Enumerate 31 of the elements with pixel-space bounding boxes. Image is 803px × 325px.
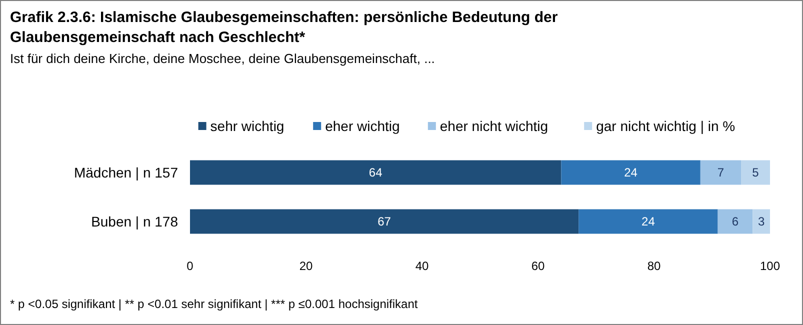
legend-label: eher wichtig xyxy=(325,118,400,134)
text: * p <0.05 signifikant | ** p <0.01 sehr signifikant | *** p ≤0.001 hochsignifikant xyxy=(10,297,418,311)
data-label: 24 xyxy=(624,166,638,180)
x-tick-label: 20 xyxy=(299,259,313,274)
bar xyxy=(190,160,562,185)
bar xyxy=(718,209,753,234)
x-tick-label: 80 xyxy=(647,259,661,274)
x-tick-label: 40 xyxy=(415,259,429,274)
data-label: 5 xyxy=(752,166,760,180)
bar xyxy=(578,209,718,234)
y-tick-label: Mädchen | n 157 xyxy=(74,164,178,180)
data-label: 67 xyxy=(378,214,392,229)
legend-label: gar nicht wichtig | in % xyxy=(596,118,736,134)
data-label: 7 xyxy=(717,166,724,180)
x-tick-label: 60 xyxy=(531,259,545,274)
data-label: 3 xyxy=(758,214,765,229)
data-label: 24 xyxy=(642,214,656,229)
data-label: 64 xyxy=(368,166,383,180)
legend-label: eher nicht wichtig xyxy=(440,118,548,134)
bar xyxy=(190,209,579,234)
legend-label: sehr wichtig xyxy=(210,118,284,134)
bar xyxy=(741,160,770,185)
bar xyxy=(752,209,770,234)
y-tick-label: Buben | n 178 xyxy=(91,213,178,230)
x-tick-label: 0 xyxy=(186,259,194,274)
chart-title: Grafik 2.3.6: Islamische Glaubesgemeinschaften: persönliche Bedeutung der Glaubensgemeinschaft nach Geschlecht* xyxy=(10,9,558,46)
data-label: 6 xyxy=(732,214,739,229)
bar xyxy=(561,160,700,185)
chart-subtitle: Ist für dich deine Kirche, deine Moschee, deine Glaubensgemeinschaft, ... xyxy=(10,51,435,66)
bar xyxy=(700,160,741,185)
x-tick-label: 100 xyxy=(760,259,780,274)
